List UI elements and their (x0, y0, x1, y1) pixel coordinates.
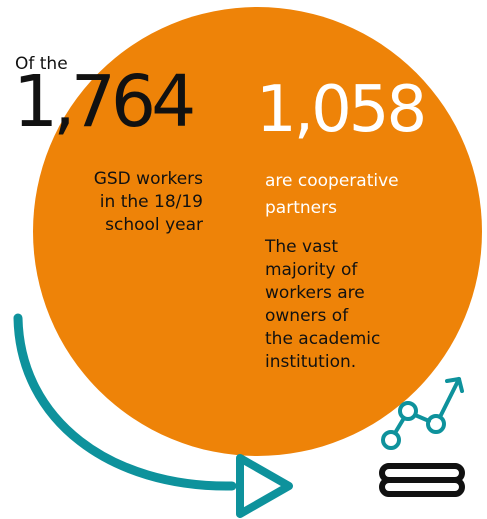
cooperative-subtitle: are cooperative partners (265, 168, 399, 222)
orange-circle (33, 7, 482, 456)
total-desc-line: school year (105, 215, 203, 235)
cooperative-desc-line: The vast (265, 237, 339, 257)
cooperative-desc-line: the academic (265, 329, 381, 349)
cooperative-description: The vast majority of workers are owners … (265, 236, 415, 374)
stack-lines-icon (379, 463, 465, 497)
growth-chart-icon (381, 377, 464, 450)
total-workers-description: GSD workers in the 18/19 school year (40, 168, 203, 237)
cooperative-desc-line: owners of (265, 306, 349, 326)
cooperative-sub-line: are cooperative (265, 171, 399, 191)
cooperative-partners-number: 1,058 (256, 73, 427, 147)
total-workers-number: 1,764 (13, 60, 196, 143)
cooperative-desc-line: workers are (265, 283, 365, 303)
intro-text: Of the (15, 54, 68, 74)
curved-arrow-icon (13, 313, 293, 518)
cooperative-sub-line: partners (265, 198, 337, 218)
cooperative-desc-line: majority of (265, 260, 358, 280)
total-desc-line: GSD workers (93, 169, 203, 189)
total-desc-line: in the 18/19 (99, 192, 203, 212)
cooperative-desc-line: institution. (265, 352, 357, 372)
